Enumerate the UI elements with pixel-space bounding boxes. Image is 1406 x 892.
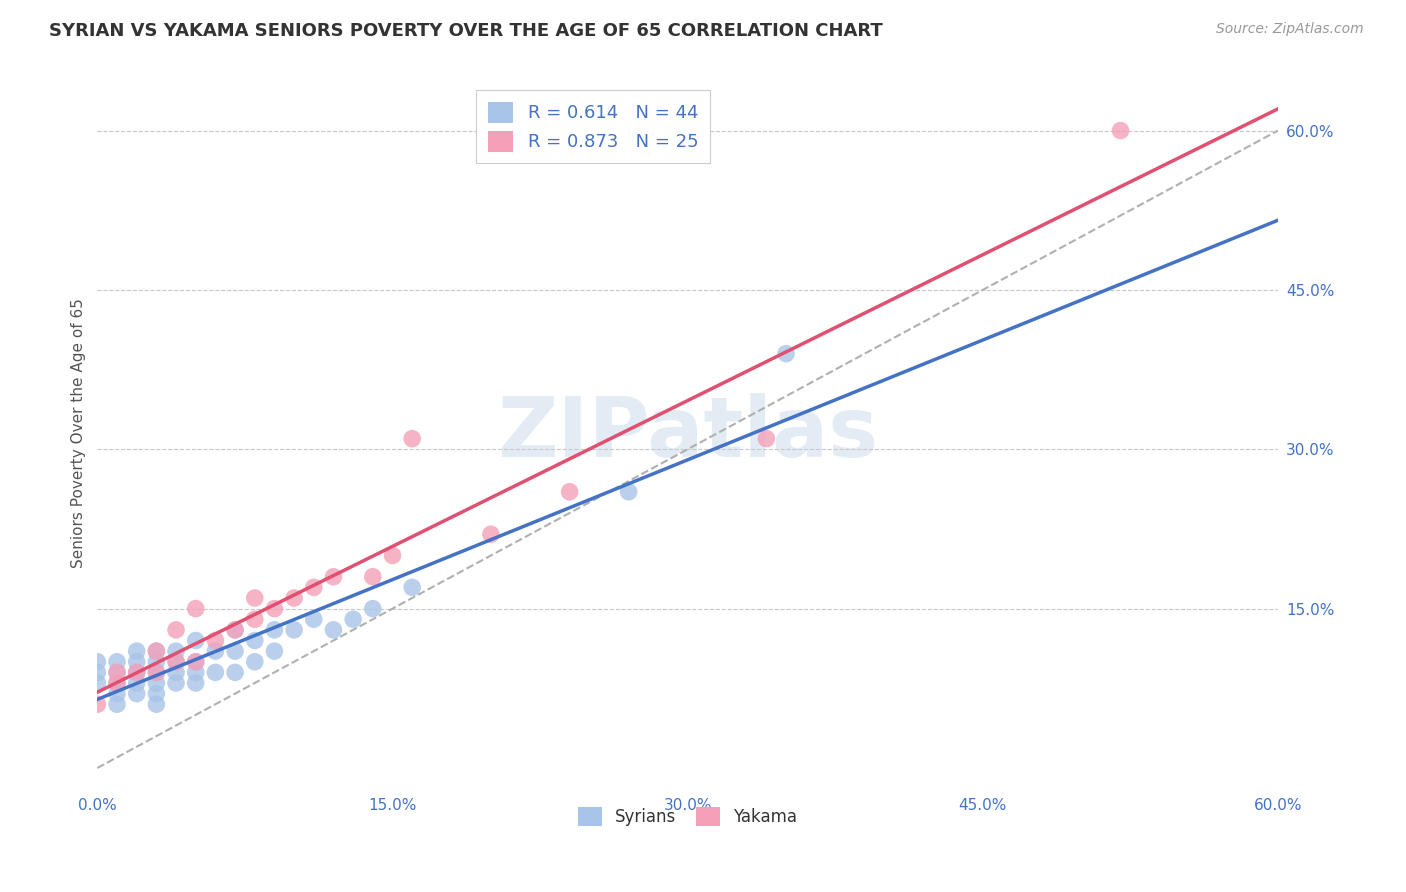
- Point: [125, 644, 148, 658]
- Point: [125, 665, 148, 680]
- Point: [105, 665, 128, 680]
- Point: [105, 697, 128, 711]
- Point: [243, 633, 266, 648]
- Point: [86, 655, 108, 669]
- Point: [165, 655, 187, 669]
- Point: [322, 623, 344, 637]
- Point: [361, 570, 384, 584]
- Point: [263, 644, 285, 658]
- Point: [558, 484, 581, 499]
- Point: [125, 687, 148, 701]
- Point: [145, 665, 167, 680]
- Point: [775, 346, 797, 360]
- Point: [263, 601, 285, 615]
- Point: [283, 591, 305, 605]
- Point: [243, 655, 266, 669]
- Point: [224, 623, 246, 637]
- Point: [263, 623, 285, 637]
- Text: ZIPatlas: ZIPatlas: [498, 392, 879, 474]
- Point: [165, 655, 187, 669]
- Point: [105, 676, 128, 690]
- Point: [86, 665, 108, 680]
- Point: [165, 676, 187, 690]
- Point: [283, 623, 305, 637]
- Point: [184, 655, 207, 669]
- Point: [145, 644, 167, 658]
- Point: [224, 665, 246, 680]
- Point: [145, 687, 167, 701]
- Point: [1109, 123, 1132, 137]
- Point: [184, 676, 207, 690]
- Point: [184, 633, 207, 648]
- Point: [86, 697, 108, 711]
- Point: [204, 665, 226, 680]
- Point: [243, 612, 266, 626]
- Point: [184, 601, 207, 615]
- Point: [145, 655, 167, 669]
- Point: [381, 549, 404, 563]
- Point: [165, 665, 187, 680]
- Legend: Syrians, Yakama: Syrians, Yakama: [569, 798, 806, 834]
- Point: [145, 676, 167, 690]
- Point: [165, 644, 187, 658]
- Point: [145, 644, 167, 658]
- Point: [125, 676, 148, 690]
- Point: [224, 644, 246, 658]
- Point: [342, 612, 364, 626]
- Point: [105, 687, 128, 701]
- Text: SYRIAN VS YAKAMA SENIORS POVERTY OVER THE AGE OF 65 CORRELATION CHART: SYRIAN VS YAKAMA SENIORS POVERTY OVER TH…: [49, 22, 883, 40]
- Point: [204, 633, 226, 648]
- Point: [145, 665, 167, 680]
- Point: [105, 676, 128, 690]
- Point: [401, 580, 423, 594]
- Point: [86, 676, 108, 690]
- Point: [105, 665, 128, 680]
- Point: [361, 601, 384, 615]
- Point: [145, 697, 167, 711]
- Text: Source: ZipAtlas.com: Source: ZipAtlas.com: [1216, 22, 1364, 37]
- Point: [755, 432, 778, 446]
- Point: [165, 623, 187, 637]
- Point: [224, 623, 246, 637]
- Y-axis label: Seniors Poverty Over the Age of 65: Seniors Poverty Over the Age of 65: [72, 299, 86, 568]
- Point: [617, 484, 640, 499]
- Point: [302, 580, 325, 594]
- Point: [125, 665, 148, 680]
- Point: [322, 570, 344, 584]
- Point: [204, 644, 226, 658]
- Point: [105, 655, 128, 669]
- Point: [479, 527, 502, 541]
- Point: [184, 665, 207, 680]
- Point: [243, 591, 266, 605]
- Point: [302, 612, 325, 626]
- Point: [184, 655, 207, 669]
- Point: [125, 655, 148, 669]
- Point: [401, 432, 423, 446]
